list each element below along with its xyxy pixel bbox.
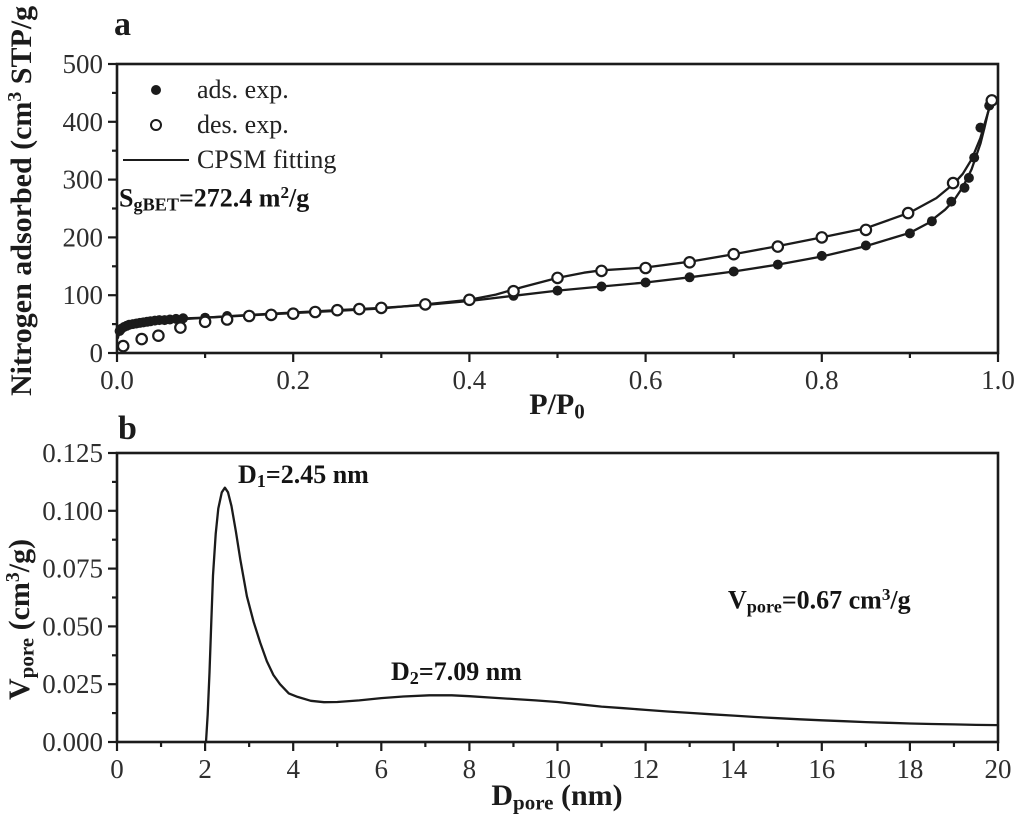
svg-text:0.2: 0.2 (276, 365, 310, 395)
svg-text:0.000: 0.000 (42, 727, 103, 757)
axis-ticks (108, 451, 1000, 751)
panel-a-y-axis-title: Nitrogen adsorbed (cm3 STP/g (4, 5, 38, 396)
svg-text:0.100: 0.100 (42, 496, 103, 526)
svg-text:8: 8 (463, 754, 477, 784)
open-circle-marker-icon (150, 118, 162, 131)
des_exp-points (116, 94, 999, 353)
tick-labels: 0.0 0.2 0.4 0.6 0.8 1.0 0 100 200 300 400 500 (63, 49, 1015, 395)
svg-text:300: 300 (63, 165, 104, 195)
panel-a-x-axis-title: P/P0 (529, 388, 585, 424)
svg-text:400: 400 (63, 107, 104, 137)
svg-text:0.025: 0.025 (42, 669, 103, 699)
filled-circle-marker-icon (151, 84, 161, 95)
svg-text:20: 20 (985, 754, 1012, 784)
sgbet-annotation: SgBET=272.4 m2/g (119, 183, 310, 215)
panel-a-label: a (114, 8, 131, 42)
svg-text:0: 0 (90, 338, 104, 368)
svg-text:2: 2 (198, 754, 212, 784)
legend-item-ads: ads. exp. (122, 72, 336, 107)
line-marker-icon (123, 158, 189, 161)
peak2-annotation: D2=7.09 nm (391, 657, 522, 688)
legend-item-fit: CPSM fitting (122, 142, 336, 177)
legend-label-ads: ads. exp. (197, 74, 289, 104)
svg-text:0.125: 0.125 (42, 438, 103, 468)
svg-text:12: 12 (632, 754, 659, 784)
svg-text:18: 18 (896, 754, 923, 784)
psd_curve-line (204, 486, 1000, 744)
svg-text:16: 16 (808, 754, 835, 784)
svg-text:14: 14 (720, 754, 748, 784)
vpore-annotation: Vpore=0.67 cm3/g (728, 585, 911, 617)
svg-text:200: 200 (63, 222, 104, 252)
svg-text:100: 100 (63, 280, 104, 310)
svg-text:0.075: 0.075 (42, 554, 103, 584)
svg-text:500: 500 (63, 49, 104, 79)
legend-label-des: des. exp. (197, 109, 289, 139)
svg-text:10: 10 (544, 754, 571, 784)
svg-text:0.0: 0.0 (100, 365, 134, 395)
svg-text:1.0: 1.0 (981, 365, 1015, 395)
legend-item-des: des. exp. (122, 107, 336, 142)
svg-text:0.4: 0.4 (453, 365, 487, 395)
tick-labels: 0 2 4 6 8 10 12 14 16 18 20 0.000 0.025 0.050 0.075 0.1… (42, 438, 1011, 784)
panel-a-letter: a (114, 6, 131, 43)
legend-label-fit: CPSM fitting (197, 144, 337, 174)
svg-text:0.6: 0.6 (629, 365, 663, 395)
svg-text:6: 6 (375, 754, 389, 784)
axis-ticks (108, 62, 1000, 362)
panel-b-letter: b (118, 410, 137, 447)
panel-b-x-axis-title: Dpore (nm) (491, 779, 623, 815)
panel-b-label: b (118, 412, 137, 446)
svg-text:0.050: 0.050 (42, 611, 103, 641)
isotherm-chart: 0.0 0.2 0.4 0.6 0.8 1.0 0 100 200 300 400 500 (63, 49, 1015, 395)
svg-text:0: 0 (110, 754, 124, 784)
pore-size-distribution-chart: 0 2 4 6 8 10 12 14 16 18 20 0.000 0.025 0.050 0.075 0.1… (42, 438, 1011, 784)
svg-text:0.8: 0.8 (805, 365, 839, 395)
peak1-annotation: D1=2.45 nm (238, 460, 369, 491)
svg-text:4: 4 (286, 754, 300, 784)
legend: ads. exp. des. exp. CPSM fitting (122, 72, 336, 177)
panel-b-y-axis-title: Vpore (cm3/g) (2, 538, 39, 700)
